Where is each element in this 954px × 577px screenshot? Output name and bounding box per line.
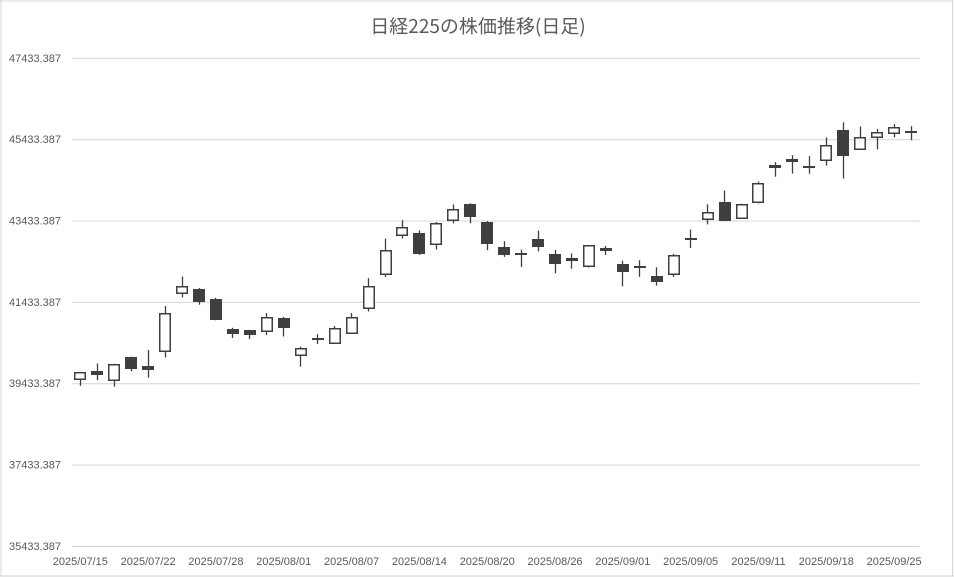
svg-text:2025/09/05: 2025/09/05: [663, 556, 718, 568]
svg-text:2025/08/01: 2025/08/01: [256, 556, 311, 568]
svg-text:2025/09/01: 2025/09/01: [595, 556, 650, 568]
svg-text:35433.387: 35433.387: [9, 541, 61, 553]
svg-text:41433.387: 41433.387: [9, 297, 61, 309]
svg-text:2025/08/07: 2025/08/07: [324, 556, 379, 568]
svg-text:2025/09/25: 2025/09/25: [867, 556, 922, 568]
svg-text:2025/08/20: 2025/08/20: [460, 556, 515, 568]
svg-text:45433.387: 45433.387: [9, 134, 61, 146]
svg-text:2025/07/15: 2025/07/15: [53, 556, 108, 568]
svg-text:2025/08/26: 2025/08/26: [528, 556, 583, 568]
svg-text:2025/07/22: 2025/07/22: [121, 556, 176, 568]
svg-text:39433.387: 39433.387: [9, 378, 61, 390]
svg-text:2025/09/18: 2025/09/18: [799, 556, 854, 568]
svg-text:43433.387: 43433.387: [9, 216, 61, 228]
svg-text:37433.387: 37433.387: [9, 460, 61, 472]
svg-text:2025/09/11: 2025/09/11: [731, 556, 785, 568]
svg-text:2025/08/14: 2025/08/14: [392, 556, 447, 568]
svg-text:2025/07/28: 2025/07/28: [188, 556, 243, 568]
svg-text:47433.387: 47433.387: [9, 53, 61, 65]
